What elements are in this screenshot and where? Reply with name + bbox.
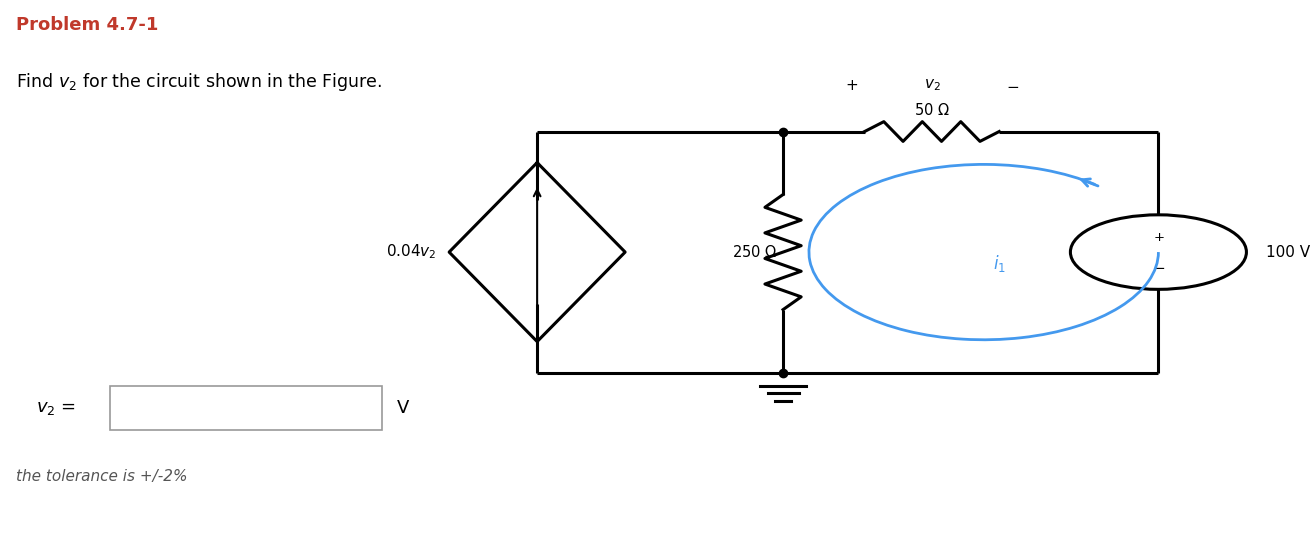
Text: Find $v_2$ for the circuit shown in the Figure.: Find $v_2$ for the circuit shown in the … bbox=[16, 71, 382, 93]
Text: 50 $\Omega$: 50 $\Omega$ bbox=[915, 102, 950, 118]
Text: $v_2$ =: $v_2$ = bbox=[37, 399, 76, 417]
Text: $-$: $-$ bbox=[1152, 259, 1165, 274]
Text: $0.04v_2$: $0.04v_2$ bbox=[386, 243, 436, 261]
Text: 250 $\Omega$: 250 $\Omega$ bbox=[732, 244, 776, 260]
Circle shape bbox=[1070, 215, 1246, 289]
Text: $-$: $-$ bbox=[1005, 78, 1019, 93]
Text: 100 V: 100 V bbox=[1266, 244, 1309, 260]
Text: the tolerance is +/-2%: the tolerance is +/-2% bbox=[16, 469, 187, 483]
Text: $+$: $+$ bbox=[1153, 231, 1165, 244]
Text: Problem 4.7-1: Problem 4.7-1 bbox=[16, 16, 158, 35]
Text: $v_2$: $v_2$ bbox=[924, 77, 940, 93]
Text: V: V bbox=[397, 399, 409, 417]
Text: $i_1$: $i_1$ bbox=[992, 253, 1005, 273]
FancyBboxPatch shape bbox=[111, 386, 382, 430]
Text: $+$: $+$ bbox=[845, 78, 858, 93]
